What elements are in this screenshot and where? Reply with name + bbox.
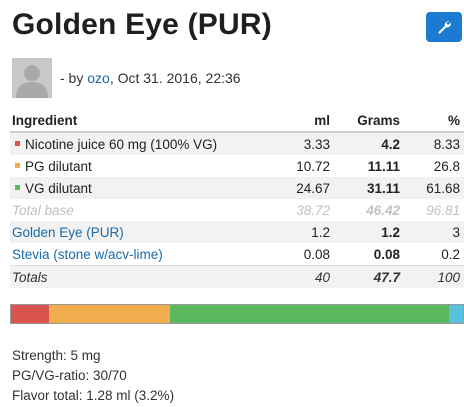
col-ingredient: Ingredient <box>10 110 266 133</box>
col-grams: Grams <box>334 110 404 133</box>
edit-button[interactable] <box>426 12 462 42</box>
ingredients-table: Ingredient ml Grams % Nicotine juice 60 … <box>10 110 464 288</box>
total-base-label: Total base <box>12 202 74 218</box>
author-link[interactable]: ozo <box>87 70 110 86</box>
grams-value: 46.42 <box>366 202 400 218</box>
percent-value: 0.2 <box>441 246 460 262</box>
ingredient-name: PG dilutant <box>25 158 92 174</box>
ml-value: 24.67 <box>266 177 334 199</box>
flavor-link[interactable]: Golden Eye (PUR) <box>12 224 124 240</box>
avatar <box>12 58 52 98</box>
ingredient-name: Nicotine juice 60 mg (100% VG) <box>25 136 218 152</box>
ml-value: 38.72 <box>296 202 330 218</box>
total-base-row: Total base 38.72 46.42 96.81 <box>10 199 464 221</box>
grams-value: 1.2 <box>334 221 404 243</box>
strength-text: Strength: 5 mg <box>12 348 101 363</box>
table-row: Golden Eye (PUR) 1.2 1.2 3 <box>10 221 464 243</box>
ml-value: 0.08 <box>303 246 330 262</box>
bar-segment-pg <box>48 305 170 323</box>
bar-segment-nicotine <box>11 305 49 323</box>
table-row: Nicotine juice 60 mg (100% VG) 3.33 4.2 … <box>10 132 464 155</box>
post-date: , Oct 31. 2016, 22:36 <box>109 70 241 86</box>
totals-label: Totals <box>10 265 266 288</box>
grams-value: 11.11 <box>367 158 400 174</box>
grams-value: 31.11 <box>334 177 404 199</box>
color-square <box>15 141 20 147</box>
page-title: Golden Eye (PUR) <box>12 8 272 41</box>
user-silhouette-icon <box>16 65 48 98</box>
percent-value: 61.68 <box>404 177 464 199</box>
percent-value: 100 <box>404 265 464 288</box>
recipe-meta: - by ozo, Oct 31. 2016, 22:36 <box>12 58 241 98</box>
author-prefix: - by <box>60 70 84 86</box>
bar-segment-flavor <box>448 305 463 323</box>
totals-row: Totals 40 47.7 100 <box>10 265 464 288</box>
table-row: Stevia (stone w/acv-lime) 0.08 0.08 0.2 <box>10 243 464 266</box>
percent-value: 26.8 <box>433 158 460 174</box>
ingredient-name: VG dilutant <box>25 180 92 196</box>
flavor-link[interactable]: Stevia (stone w/acv-lime) <box>12 246 163 262</box>
col-percent: % <box>404 110 464 133</box>
grams-value: 4.2 <box>334 132 404 155</box>
ratio-text: PG/VG-ratio: 30/70 <box>12 368 127 383</box>
grams-value: 47.7 <box>334 265 404 288</box>
bar-segment-vg <box>169 305 449 323</box>
ml-value: 10.72 <box>296 158 330 174</box>
wrench-icon <box>438 21 451 34</box>
ml-value: 3.33 <box>266 132 334 155</box>
table-row: PG dilutant 10.72 11.11 26.8 <box>10 155 464 177</box>
ml-value: 1.2 <box>266 221 334 243</box>
table-row: VG dilutant 24.67 31.11 61.68 <box>10 177 464 199</box>
percent-value: 8.33 <box>404 132 464 155</box>
percent-value: 96.81 <box>426 202 460 218</box>
ml-value: 40 <box>266 265 334 288</box>
percent-value: 3 <box>404 221 464 243</box>
composition-bar <box>10 304 464 324</box>
grams-value: 0.08 <box>373 246 400 262</box>
flavor-total-text: Flavor total: 1.28 ml (3.2%) <box>12 388 175 403</box>
recipe-summary: Strength: 5 mg PG/VG-ratio: 30/70 Flavor… <box>12 346 174 406</box>
color-square <box>15 185 20 191</box>
col-ml: ml <box>266 110 334 133</box>
color-square <box>15 163 20 169</box>
